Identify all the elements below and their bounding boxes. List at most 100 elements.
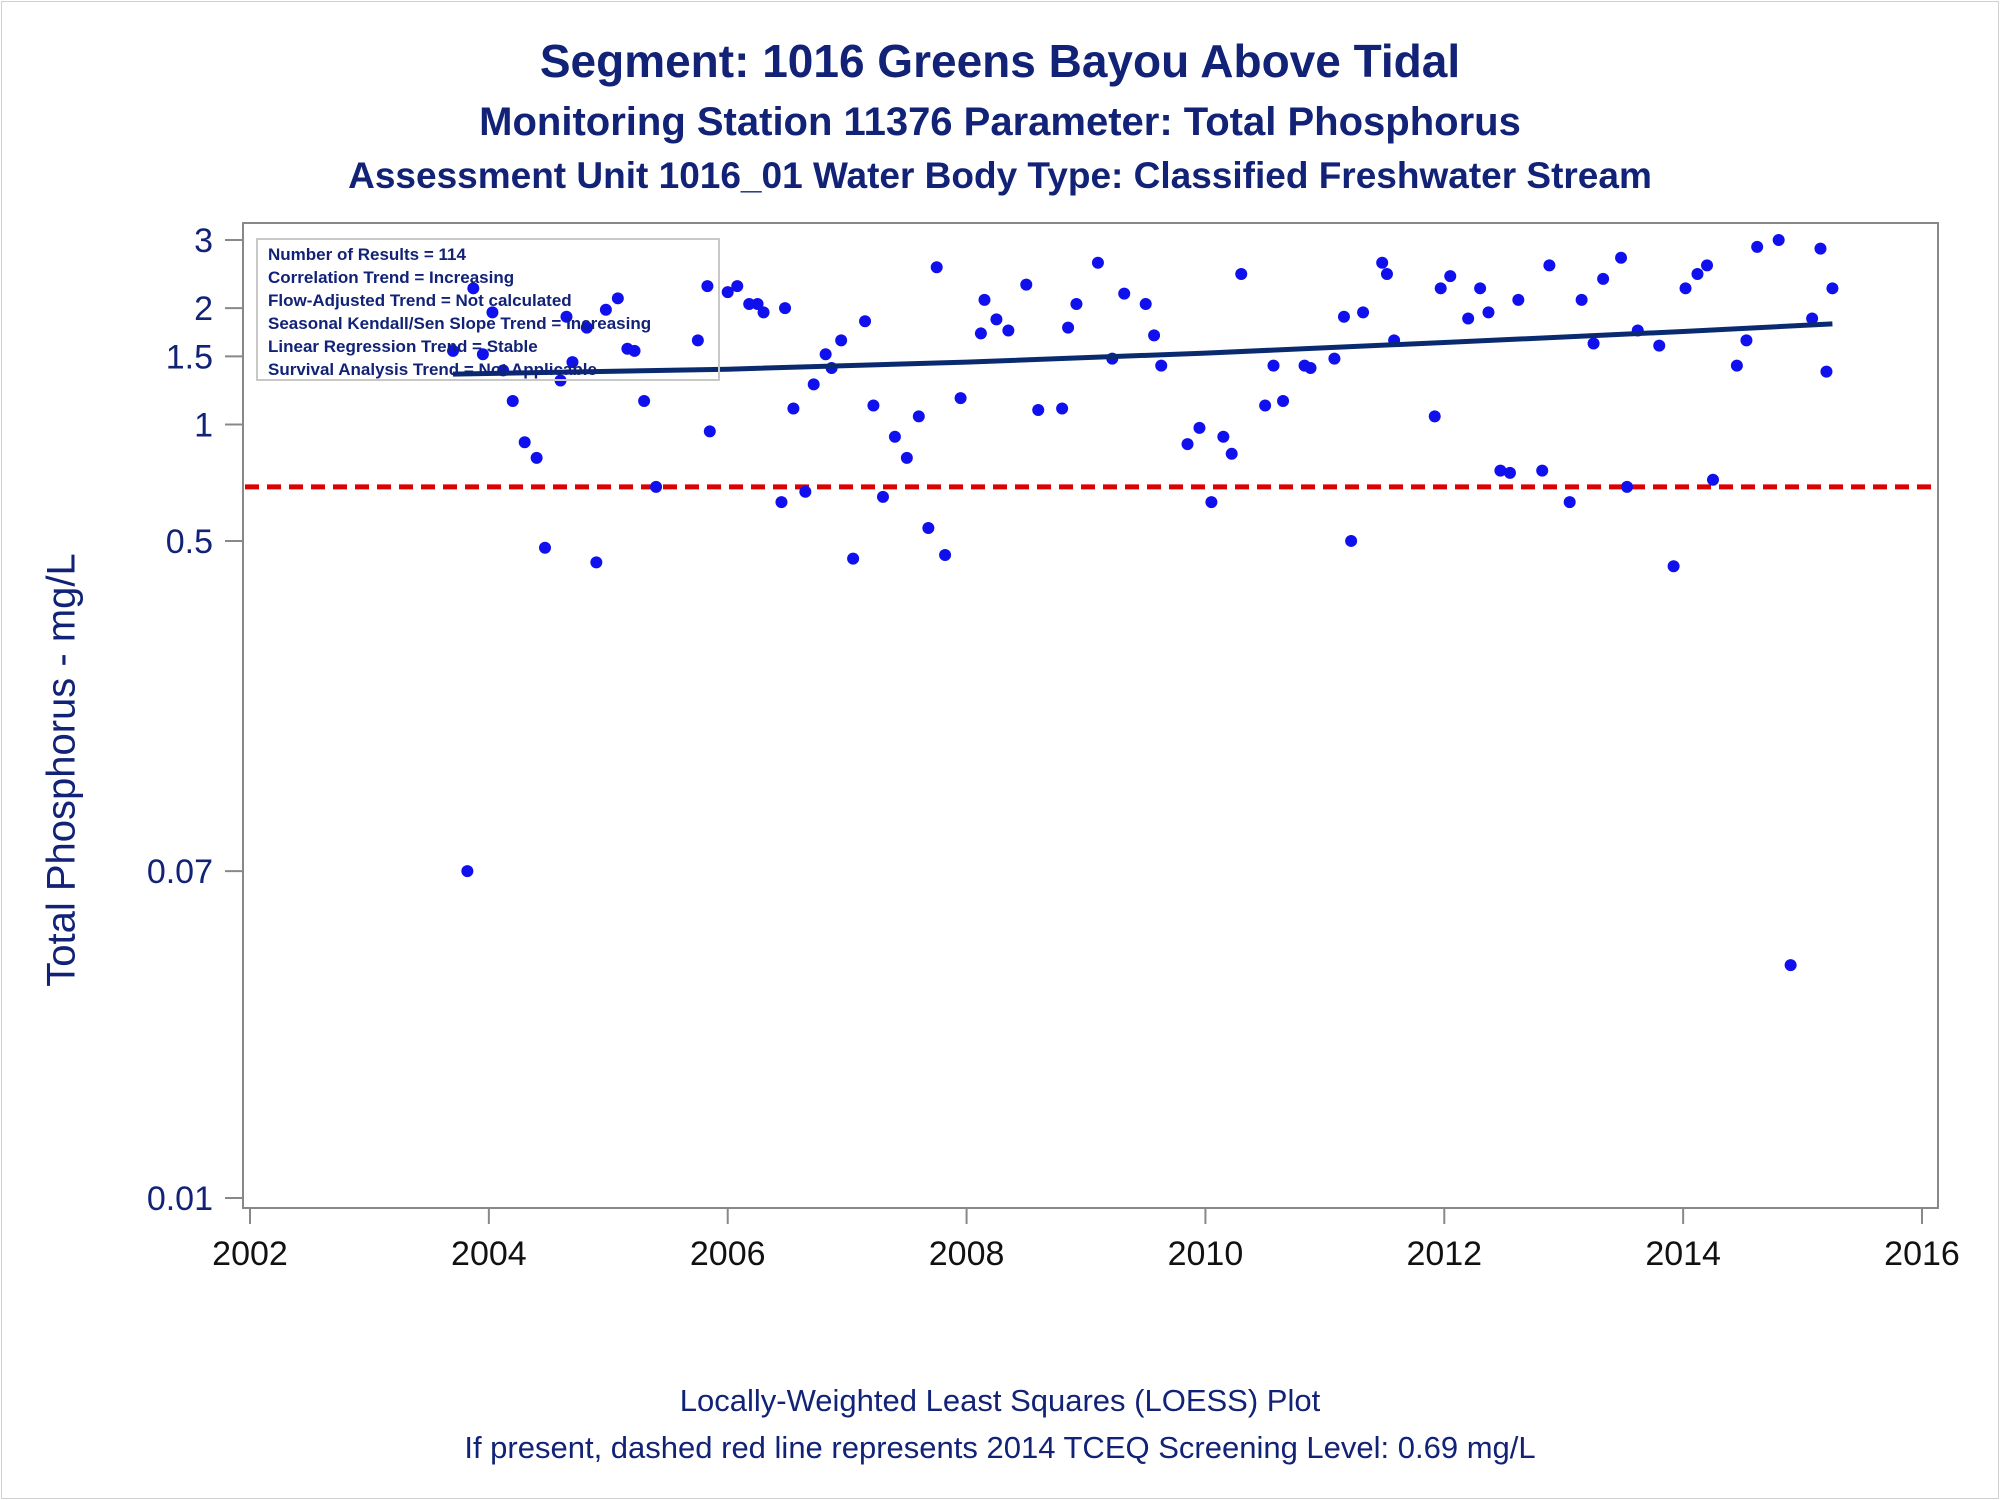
data-point bbox=[1193, 421, 1206, 434]
data-point bbox=[912, 410, 925, 423]
data-point bbox=[1751, 240, 1764, 253]
data-point bbox=[1691, 268, 1704, 281]
data-point bbox=[1345, 534, 1358, 547]
data-point bbox=[650, 480, 663, 493]
data-point bbox=[835, 334, 848, 347]
y-tick-label: 0.01 bbox=[147, 1180, 213, 1218]
data-point bbox=[560, 310, 573, 323]
data-point bbox=[757, 306, 770, 319]
x-tick-label: 2012 bbox=[1406, 1235, 1482, 1273]
footnote-loess: Locally-Weighted Least Squares (LOESS) P… bbox=[679, 1383, 1321, 1418]
data-point bbox=[876, 490, 889, 503]
data-point bbox=[775, 496, 788, 509]
data-point bbox=[580, 321, 593, 334]
data-point bbox=[611, 292, 624, 305]
y-tick-label: 2 bbox=[194, 290, 213, 328]
data-point bbox=[978, 293, 991, 306]
data-point bbox=[1155, 359, 1168, 372]
data-point bbox=[691, 334, 704, 347]
data-point bbox=[1337, 310, 1350, 323]
chart-subtitle-station: Monitoring Station 11376 Parameter: Tota… bbox=[479, 100, 1521, 144]
x-tick-label: 2010 bbox=[1168, 1235, 1244, 1273]
data-point bbox=[1826, 282, 1839, 295]
data-point bbox=[1494, 464, 1507, 477]
data-point bbox=[859, 315, 872, 328]
data-point bbox=[1820, 365, 1833, 378]
data-point bbox=[1357, 306, 1370, 319]
data-point bbox=[1304, 362, 1317, 375]
stats-box-line: Linear Regression Trend = Stable bbox=[268, 337, 538, 356]
stats-box-line: Seasonal Kendall/Sen Slope Trend = Incre… bbox=[268, 314, 651, 333]
data-point bbox=[1020, 278, 1033, 291]
data-point bbox=[1148, 329, 1161, 342]
data-point bbox=[1070, 297, 1083, 310]
data-point bbox=[1772, 234, 1785, 246]
data-point bbox=[1062, 321, 1075, 334]
data-point bbox=[1543, 259, 1556, 272]
data-point bbox=[807, 378, 820, 391]
data-point bbox=[1806, 312, 1819, 325]
x-tick-label: 2004 bbox=[451, 1235, 527, 1273]
data-point bbox=[461, 865, 474, 878]
data-point bbox=[701, 280, 714, 293]
data-point bbox=[779, 302, 792, 315]
data-point bbox=[1434, 282, 1447, 295]
data-point bbox=[566, 356, 579, 369]
data-point bbox=[930, 261, 943, 274]
data-point bbox=[1814, 242, 1827, 255]
data-point bbox=[1653, 339, 1666, 352]
data-point bbox=[721, 286, 734, 299]
data-point bbox=[1205, 496, 1218, 509]
data-point bbox=[1503, 466, 1516, 479]
data-point bbox=[1277, 395, 1290, 408]
data-point bbox=[1380, 268, 1393, 281]
data-point bbox=[990, 313, 1003, 326]
x-tick-label: 2006 bbox=[690, 1235, 766, 1273]
x-tick-label: 2016 bbox=[1884, 1235, 1960, 1273]
data-point bbox=[1587, 337, 1600, 350]
data-point bbox=[1259, 399, 1272, 412]
data-point bbox=[1235, 268, 1248, 281]
data-point bbox=[751, 297, 764, 310]
data-point bbox=[638, 395, 651, 408]
data-point bbox=[1482, 306, 1495, 319]
chart-title: Segment: 1016 Greens Bayou Above Tidal bbox=[539, 35, 1461, 87]
data-point bbox=[1707, 473, 1719, 486]
data-point bbox=[1444, 270, 1457, 283]
data-point bbox=[1701, 259, 1714, 272]
data-point bbox=[1032, 404, 1045, 417]
data-point bbox=[939, 548, 952, 561]
stats-box-line: Flow-Adjusted Trend = Not calculated bbox=[268, 291, 572, 310]
x-tick-label: 2014 bbox=[1645, 1235, 1721, 1273]
data-point bbox=[1056, 402, 1069, 415]
y-axis-title: Total Phosphorus - mg/L bbox=[39, 553, 84, 987]
data-point bbox=[1428, 410, 1441, 423]
data-point bbox=[1462, 312, 1475, 325]
data-point bbox=[1730, 359, 1743, 372]
data-point bbox=[1267, 359, 1280, 372]
data-point bbox=[1621, 480, 1634, 493]
x-tick-label: 2002 bbox=[212, 1235, 288, 1273]
data-point bbox=[743, 297, 756, 310]
data-point bbox=[1217, 430, 1230, 443]
data-point bbox=[703, 425, 716, 438]
data-point bbox=[1615, 251, 1628, 264]
data-point bbox=[1225, 447, 1238, 460]
data-point bbox=[954, 392, 967, 405]
stats-box-line: Correlation Trend = Increasing bbox=[268, 268, 514, 287]
data-point bbox=[1376, 256, 1389, 269]
data-point bbox=[1740, 334, 1753, 347]
data-point bbox=[1597, 272, 1610, 285]
data-point bbox=[518, 436, 531, 449]
plot-area bbox=[242, 222, 1939, 1209]
chart-subtitle-assessment: Assessment Unit 1016_01 Water Body Type:… bbox=[348, 155, 1652, 196]
data-point bbox=[1091, 256, 1104, 269]
data-point bbox=[628, 344, 641, 357]
data-point bbox=[1784, 959, 1797, 972]
data-point bbox=[867, 399, 880, 412]
data-point bbox=[476, 348, 489, 361]
data-point bbox=[888, 430, 901, 443]
data-point bbox=[787, 402, 800, 415]
data-point bbox=[1679, 282, 1692, 295]
data-point bbox=[599, 303, 612, 316]
